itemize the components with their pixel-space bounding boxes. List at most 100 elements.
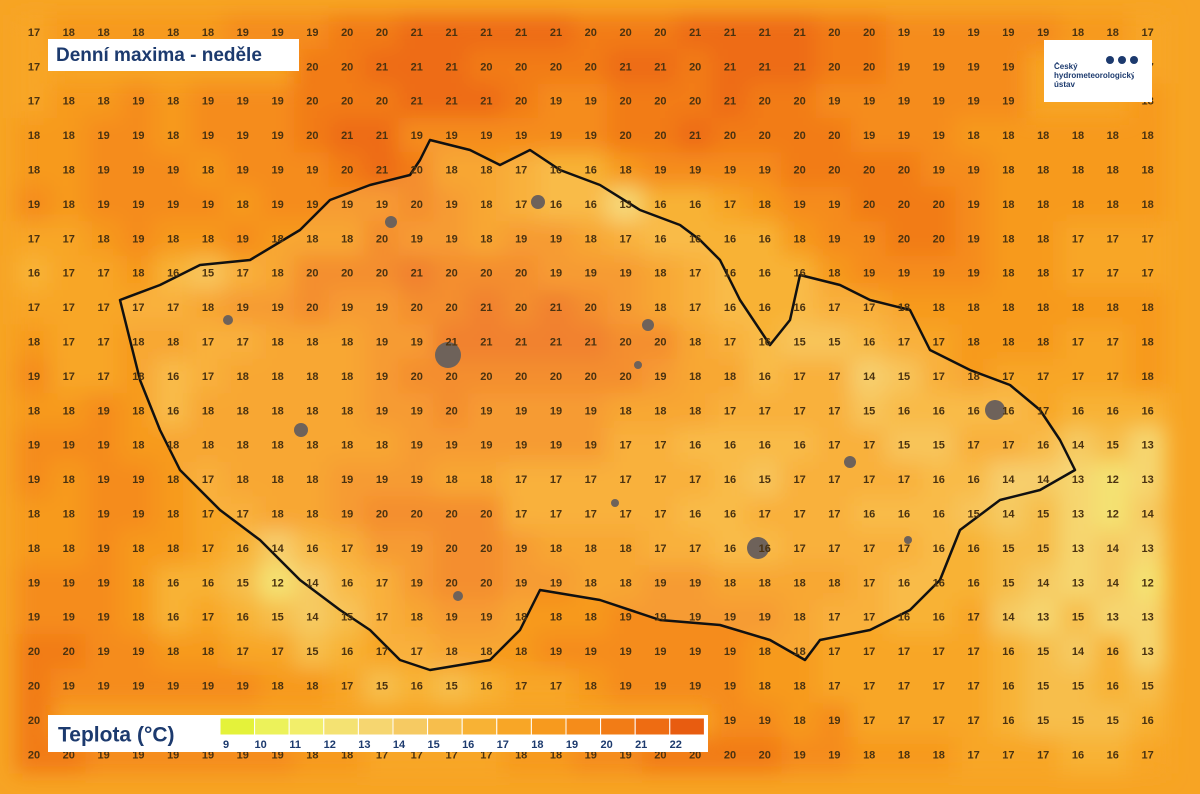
heat-cell: [920, 702, 958, 740]
heat-cell: [920, 118, 958, 155]
temperature: 19: [376, 199, 388, 211]
temperature: 13: [1141, 474, 1153, 486]
temperature: 19: [550, 233, 562, 245]
temperature: 20: [863, 61, 875, 73]
temperature: 19: [654, 681, 666, 693]
temperature: 18: [97, 27, 109, 39]
heat-cell: [85, 668, 122, 705]
temperature: 19: [132, 165, 144, 177]
temperature: 18: [1037, 199, 1049, 211]
heat-cell: [433, 221, 470, 258]
heat-cell: [224, 427, 262, 464]
temperature: 18: [550, 543, 562, 555]
temperature: 17: [898, 646, 910, 658]
heat-cell: [433, 255, 470, 292]
temperature: 18: [619, 543, 631, 555]
temperature: 16: [759, 543, 771, 555]
temperature: 18: [167, 509, 179, 521]
heat-cell: [224, 221, 262, 258]
heat-cell: [85, 565, 122, 602]
heat-cell: [15, 427, 53, 464]
heat-cell: [676, 634, 714, 671]
temperature: 21: [445, 61, 457, 73]
temperature: 14: [1037, 474, 1050, 486]
temperature: 16: [967, 405, 979, 417]
heat-cell: [259, 599, 296, 636]
temperature: 19: [967, 61, 979, 73]
heat-cell: [572, 496, 610, 533]
heat-cell: [955, 324, 992, 361]
temperature: 19: [271, 165, 283, 177]
temperature: 19: [724, 165, 736, 177]
temperature: 20: [480, 371, 492, 383]
temperature: 18: [306, 337, 318, 349]
temperature: 20: [759, 96, 771, 108]
heat-cell: [850, 83, 888, 120]
temperature: 18: [793, 646, 805, 658]
heat-cell: [502, 462, 540, 499]
temperature: 18: [793, 233, 805, 245]
temperature: 18: [97, 96, 109, 108]
heat-cell: [15, 49, 53, 86]
temperature: 19: [445, 130, 457, 142]
temperature: 18: [132, 440, 144, 452]
temperature: 21: [411, 268, 423, 280]
heat-cell: [746, 221, 784, 258]
heat-cell: [1129, 702, 1166, 740]
heat-cell: [607, 255, 644, 292]
temperature: 17: [863, 474, 875, 486]
temperature: 17: [63, 371, 75, 383]
temperature: 21: [724, 96, 736, 108]
heat-cell: [189, 255, 227, 292]
heat-cell: [85, 427, 122, 464]
heat-cell: [850, 49, 888, 86]
heat-cell: [572, 634, 610, 671]
heat-cell: [1024, 152, 1062, 189]
legend-label: 12: [324, 739, 336, 751]
heat-cell: [398, 290, 436, 327]
logo-mark: [1106, 56, 1138, 64]
temperature: 13: [619, 199, 631, 211]
heat-cell: [468, 118, 505, 155]
heat-cell: [50, 462, 88, 499]
heat-cell: [502, 118, 540, 155]
temperature: 20: [724, 749, 736, 761]
heat-cell: [15, 565, 53, 602]
temperature: 18: [793, 612, 805, 624]
temperature: 19: [585, 749, 597, 761]
heat-cell: [398, 462, 436, 499]
temperature: 21: [480, 302, 492, 314]
temperature: 15: [341, 612, 353, 624]
temperature: 18: [967, 130, 979, 142]
heat-cell: [433, 565, 470, 602]
heat-cell: [990, 14, 1027, 52]
temperature: 18: [202, 440, 214, 452]
temperature: 17: [63, 233, 75, 245]
logo-box: [1044, 40, 1152, 102]
temperature: 18: [1072, 165, 1084, 177]
temperature: 19: [480, 405, 492, 417]
temperature: 19: [689, 165, 701, 177]
temperature: 19: [271, 199, 283, 211]
temperature: 19: [28, 371, 40, 383]
heat-cell: [85, 496, 122, 533]
heat-cell: [642, 118, 679, 155]
temperature: 17: [863, 646, 875, 658]
heat-cell: [781, 702, 818, 740]
temperature: 17: [793, 474, 805, 486]
temperature: 18: [167, 130, 179, 142]
heat-cell: [85, 186, 122, 224]
temperature: 14: [1107, 577, 1120, 589]
heat-cell: [1129, 634, 1166, 671]
heat-cell: [711, 118, 749, 155]
heat-cell: [398, 221, 436, 258]
temperature: 20: [376, 96, 388, 108]
heat-cell: [850, 221, 888, 258]
heat-cell: [50, 530, 88, 568]
temperature: 19: [619, 646, 631, 658]
heat-cell: [885, 462, 923, 499]
temperature: 18: [585, 233, 597, 245]
legend-label: 16: [462, 739, 474, 751]
temperature: 21: [411, 61, 423, 73]
heat-cell: [676, 668, 714, 705]
